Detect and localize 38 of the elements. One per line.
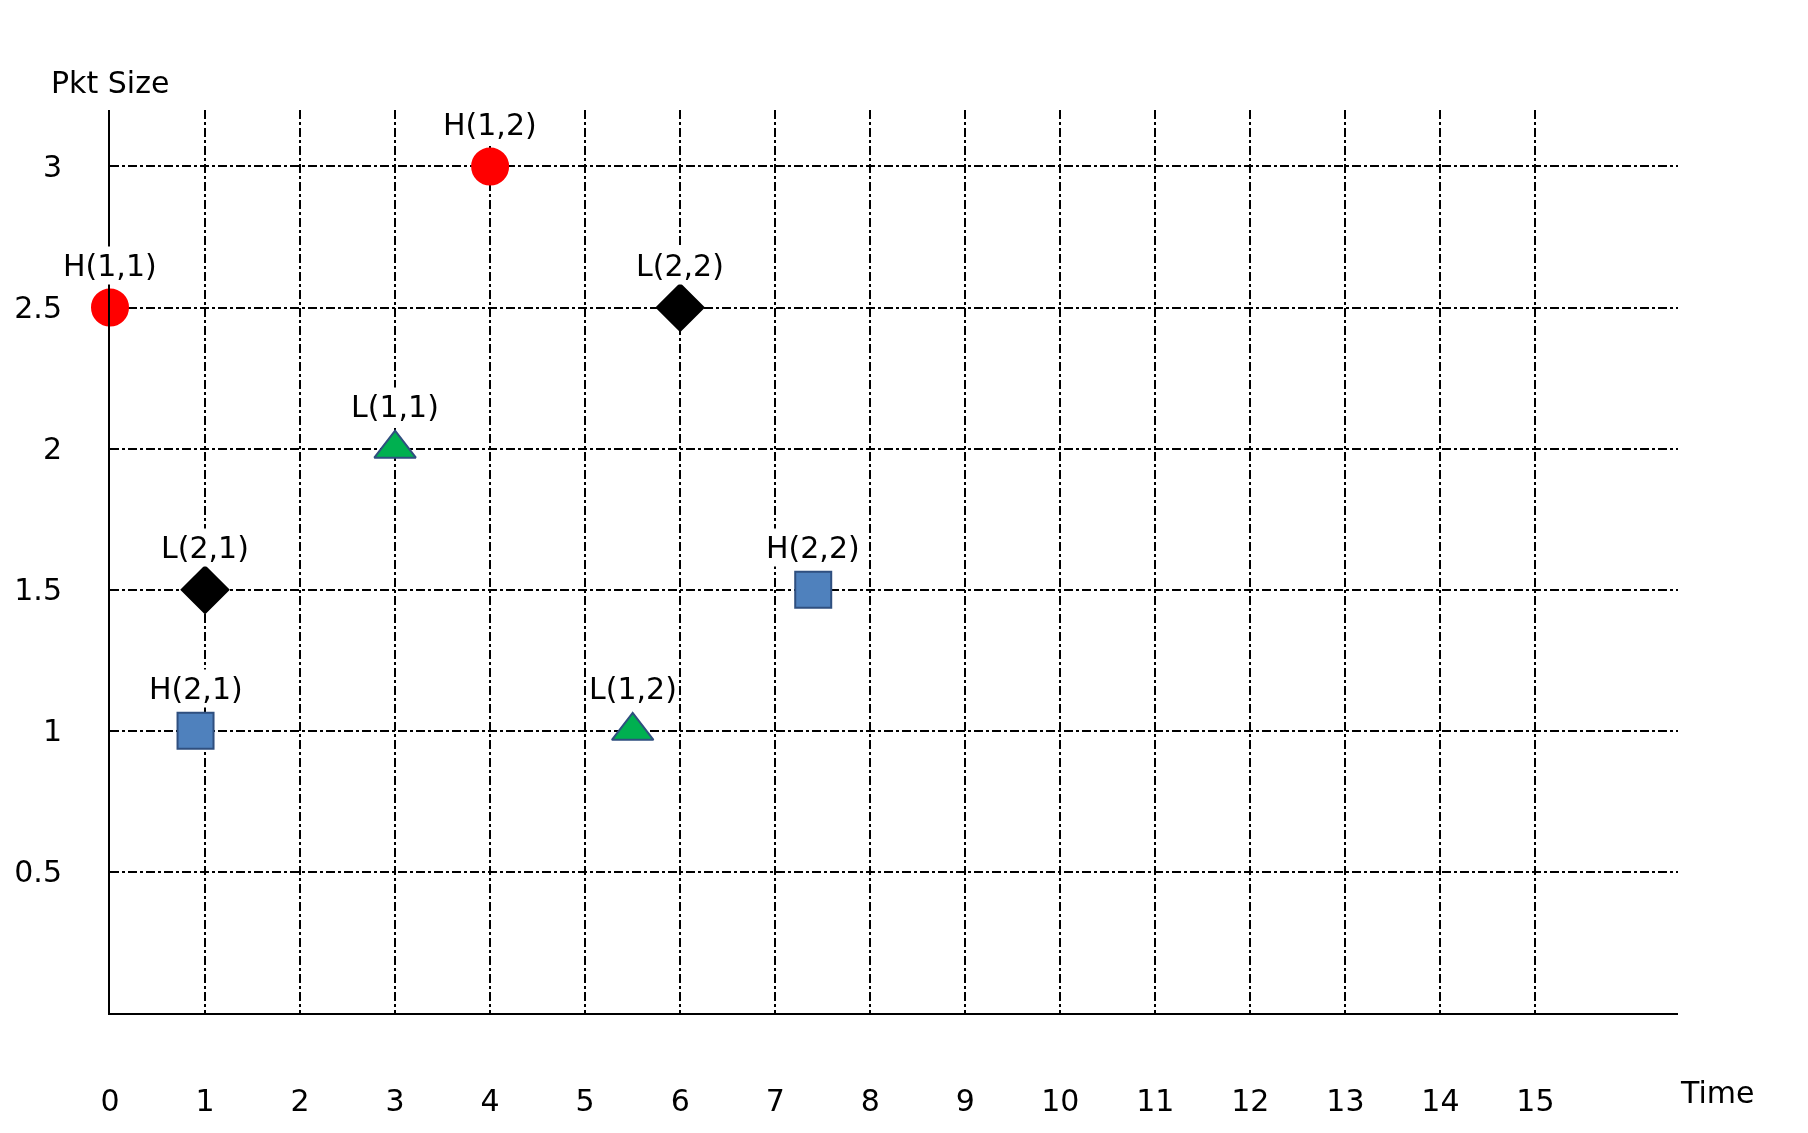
x-tick-label: 3 [385,1083,405,1118]
x-tick-label: 0 [100,1083,120,1118]
x-tick-label: 6 [670,1083,690,1118]
point [180,565,230,615]
x-tick-label: 15 [1516,1083,1555,1118]
annotation: L(2,1) [161,530,249,565]
x-tick-label: 7 [765,1083,785,1118]
x-tick-label: 12 [1231,1083,1270,1118]
x-tick-label: 5 [575,1083,595,1118]
x-tick-label: 9 [955,1083,975,1118]
x-tick-label: 1 [195,1083,215,1118]
annotation: L(2,2) [636,248,724,283]
y-tick-label: 3 [42,148,62,184]
point [176,711,215,750]
x-axis-title: Time [1680,1075,1755,1110]
x-tick-label: 13 [1326,1083,1365,1118]
annotation: H(1,2) [443,107,537,142]
x-tick-label: 11 [1136,1083,1175,1118]
point [471,147,510,186]
annotation: H(2,1) [149,671,243,706]
y-tick-label: 1 [42,713,62,749]
y-tick-label: 0.5 [14,854,62,890]
x-tick-label: 2 [290,1083,310,1118]
x-tick-label: 10 [1041,1083,1080,1118]
y-tick-label: 2.5 [14,290,62,326]
y-tick-label: 1.5 [14,572,62,608]
y-axis-title: Pkt Size [51,65,170,100]
point [655,283,705,332]
x-tick-label: 8 [860,1083,880,1118]
x-tick-label: 14 [1421,1083,1460,1118]
annotation: L(1,1) [351,389,439,424]
x-tick-label: 4 [480,1083,500,1118]
annotation: H(1,1) [63,248,157,283]
point [91,288,129,327]
point [794,570,833,609]
annotation: L(1,2) [589,671,677,706]
y-tick-label: 2 [42,431,62,467]
annotation: H(2,2) [766,530,860,565]
